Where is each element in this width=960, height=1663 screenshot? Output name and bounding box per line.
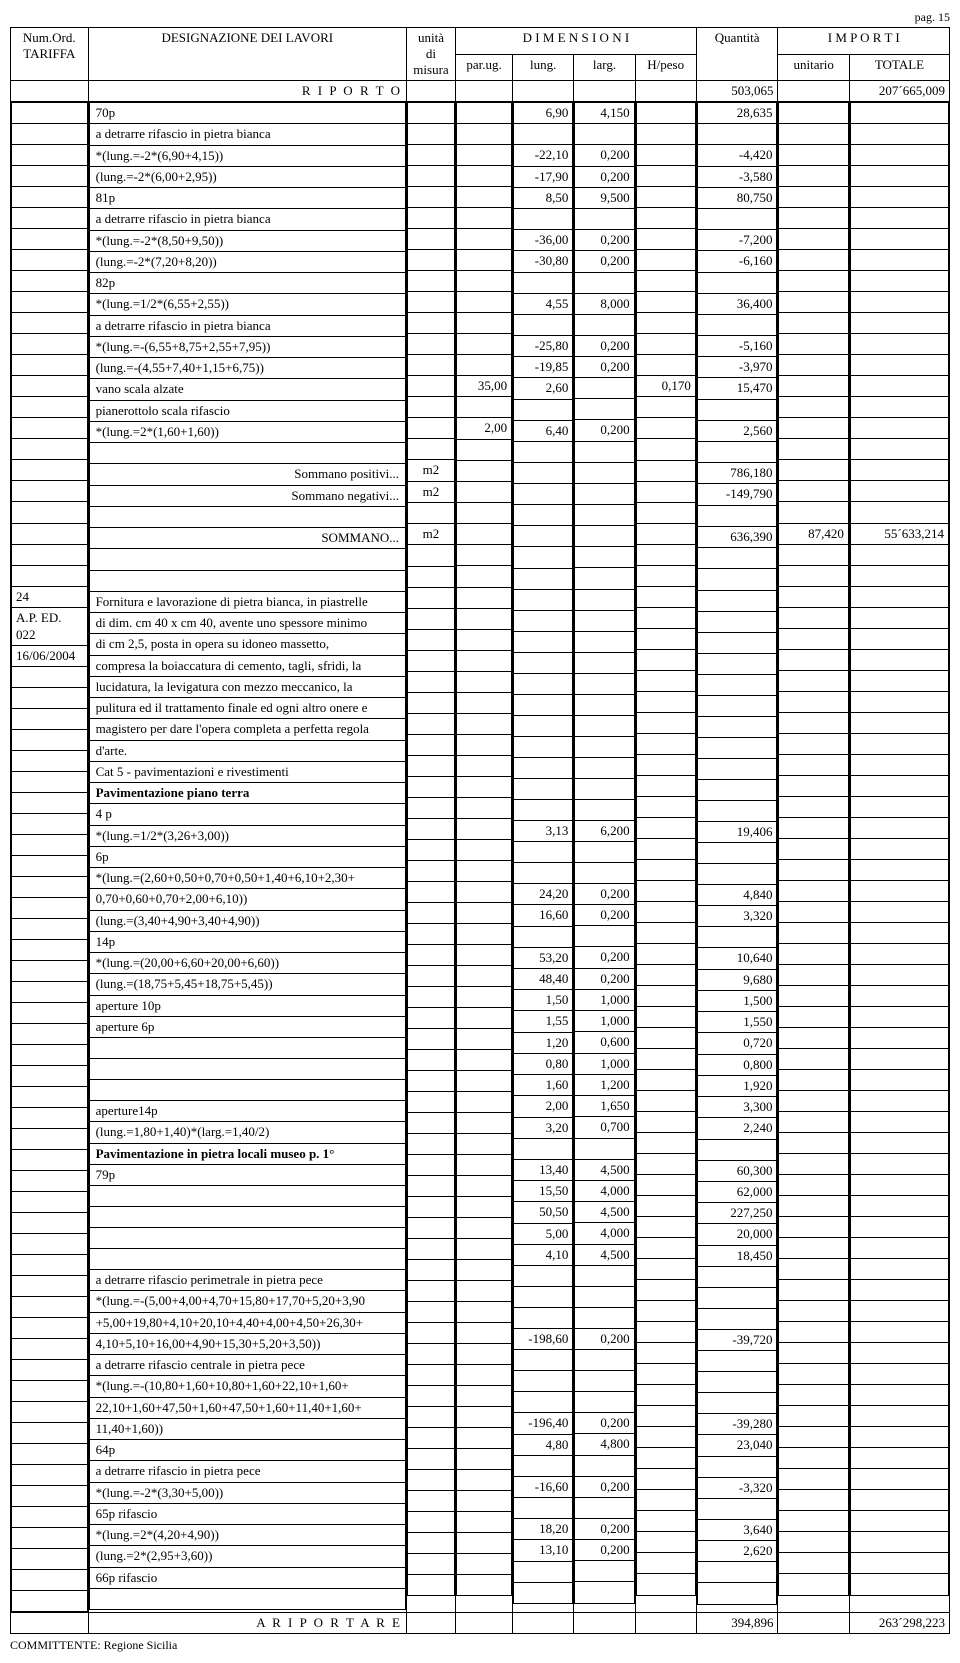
page-number: pag. 15 — [10, 10, 950, 25]
ariportare-row: A R I P O R T A R E 394,896 263´298,223 — [11, 1613, 950, 1634]
hdr-lung: lung. — [513, 54, 574, 81]
riporto-qta: 503,065 — [696, 81, 778, 102]
hdr-importi: I M P O R T I — [778, 28, 950, 55]
riporto-label: R I P O R T O — [88, 81, 406, 102]
body-row: 24A.P. ED. 02216/06/2004 70pa detrarre r… — [11, 102, 950, 1613]
hdr-larg: larg. — [574, 54, 635, 81]
hdr-unita: unità di misura — [406, 28, 455, 81]
hdr-totale: TOTALE — [849, 54, 949, 81]
lbl: di — [426, 46, 436, 61]
hdr-designazione: DESIGNAZIONE DEI LAVORI — [88, 28, 406, 81]
hdr-unitario: unitario — [778, 54, 849, 81]
hdr-parug: par.ug. — [455, 54, 512, 81]
hdr-quantita: Quantità — [696, 28, 778, 81]
ariportare-tot: 263´298,223 — [849, 1613, 949, 1634]
hdr-dimensioni: D I M E N S I O N I — [455, 28, 696, 55]
hdr-numord: Num.Ord. TARIFFA — [11, 28, 89, 81]
ariportare-label: A R I P O R T A R E — [88, 1613, 406, 1634]
lbl: TARIFFA — [23, 46, 75, 61]
ariportare-qta: 394,896 — [696, 1613, 778, 1634]
lbl: unità — [418, 30, 444, 45]
riporto-row: R I P O R T O 503,065 207´665,009 — [11, 81, 950, 102]
hdr-hpeso: H/peso — [635, 54, 696, 81]
lbl: Num.Ord. — [23, 30, 76, 45]
committente: COMMITTENTE: Regione Sicilia — [10, 1638, 950, 1653]
main-table: Num.Ord. TARIFFA DESIGNAZIONE DEI LAVORI… — [10, 27, 950, 1634]
riporto-tot: 207´665,009 — [849, 81, 949, 102]
lbl: misura — [413, 62, 448, 77]
